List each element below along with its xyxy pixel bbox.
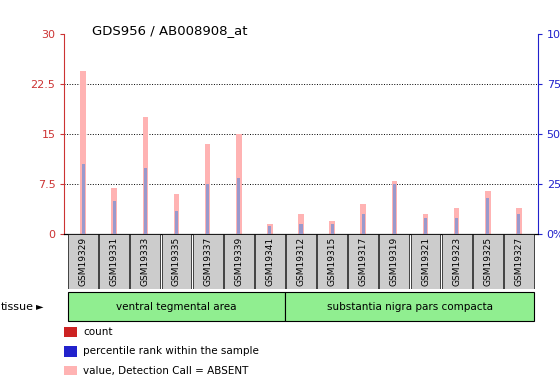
Bar (486, 198, 489, 234)
Bar (300, 232, 302, 234)
Text: GSM19317: GSM19317 (359, 237, 368, 286)
Text: GSM19333: GSM19333 (141, 237, 150, 286)
Bar (424, 232, 427, 234)
Bar (238, 232, 240, 234)
Bar (206, 184, 209, 234)
Bar (348, 234, 378, 289)
Bar (267, 224, 273, 234)
Bar (68, 234, 98, 289)
Text: GSM19339: GSM19339 (234, 237, 243, 286)
Bar (330, 224, 334, 234)
Text: substantia nigra pars compacta: substantia nigra pars compacta (327, 302, 493, 312)
Bar (268, 226, 272, 234)
Bar (269, 232, 271, 234)
Bar (361, 204, 366, 234)
Bar (394, 232, 395, 234)
Bar (82, 164, 85, 234)
Text: GSM19341: GSM19341 (265, 237, 274, 286)
Bar (207, 232, 208, 234)
Bar (236, 134, 241, 234)
Bar (410, 234, 441, 289)
Text: GSM19337: GSM19337 (203, 237, 212, 286)
Text: GSM19323: GSM19323 (452, 237, 461, 286)
Bar (80, 70, 86, 234)
Bar (175, 211, 178, 234)
Bar (111, 188, 117, 234)
Bar (454, 208, 459, 234)
Bar (456, 232, 458, 234)
Bar (331, 232, 333, 234)
Bar (380, 234, 409, 289)
Bar (424, 218, 427, 234)
Text: percentile rank within the sample: percentile rank within the sample (83, 346, 259, 356)
Bar (161, 234, 192, 289)
Text: GSM19327: GSM19327 (515, 237, 524, 286)
Bar (442, 234, 472, 289)
Bar (517, 214, 520, 234)
Bar (130, 234, 160, 289)
Text: value, Detection Call = ABSENT: value, Detection Call = ABSENT (83, 366, 249, 375)
Bar (391, 181, 397, 234)
Text: GSM19331: GSM19331 (110, 237, 119, 286)
Text: GSM19329: GSM19329 (78, 237, 87, 286)
Bar (485, 191, 491, 234)
Bar (144, 232, 146, 234)
Bar (317, 234, 347, 289)
Bar (329, 221, 335, 234)
Text: count: count (83, 327, 113, 337)
Text: ventral tegmental area: ventral tegmental area (116, 302, 237, 312)
Bar (143, 117, 148, 234)
Text: GSM19312: GSM19312 (296, 237, 306, 286)
Bar (224, 234, 254, 289)
Bar (113, 201, 116, 234)
Bar (423, 214, 428, 234)
Text: GSM19319: GSM19319 (390, 237, 399, 286)
Text: GSM19335: GSM19335 (172, 237, 181, 286)
Bar (473, 234, 503, 289)
Bar (99, 234, 129, 289)
Text: GSM19325: GSM19325 (483, 237, 492, 286)
Bar (144, 168, 147, 234)
Bar (298, 214, 304, 234)
Bar (113, 232, 115, 234)
Text: GSM19315: GSM19315 (328, 237, 337, 286)
Bar (286, 234, 316, 289)
Bar (455, 218, 458, 234)
Text: GSM19321: GSM19321 (421, 237, 430, 286)
Text: tissue: tissue (1, 302, 34, 312)
Bar (237, 178, 240, 234)
Bar (174, 194, 179, 234)
Text: GDS956 / AB008908_at: GDS956 / AB008908_at (92, 24, 248, 38)
Bar (193, 234, 222, 289)
Bar (175, 232, 178, 234)
Bar (362, 232, 364, 234)
Bar (300, 224, 302, 234)
Bar (255, 234, 285, 289)
Bar (516, 208, 522, 234)
Bar (393, 184, 396, 234)
Bar (487, 232, 489, 234)
Bar (82, 232, 84, 234)
Bar (205, 144, 211, 234)
Text: ►: ► (36, 302, 44, 312)
Bar (68, 292, 286, 321)
Bar (518, 232, 520, 234)
Bar (286, 292, 534, 321)
Bar (504, 234, 534, 289)
Bar (362, 214, 365, 234)
